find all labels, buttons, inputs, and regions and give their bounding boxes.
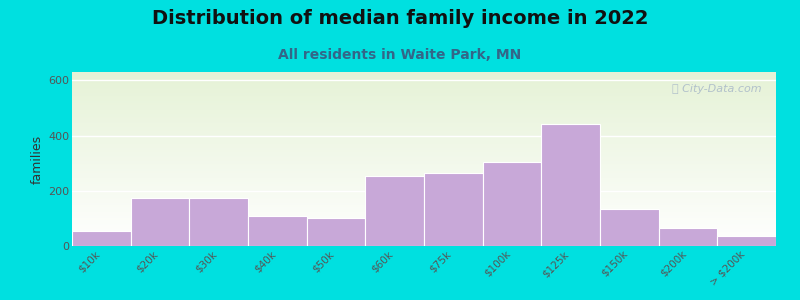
Text: All residents in Waite Park, MN: All residents in Waite Park, MN [278, 48, 522, 62]
Bar [600, 209, 658, 246]
Bar [306, 218, 366, 246]
Bar [658, 228, 718, 246]
Text: Distribution of median family income in 2022: Distribution of median family income in … [152, 9, 648, 28]
Y-axis label: families: families [31, 134, 44, 184]
Bar [424, 173, 482, 246]
Bar [72, 231, 130, 246]
Bar [542, 124, 600, 246]
Bar [718, 236, 776, 246]
Bar [366, 176, 424, 246]
Bar [190, 198, 248, 246]
Bar [482, 162, 542, 246]
Bar [130, 198, 190, 246]
Text: Ⓢ City-Data.com: Ⓢ City-Data.com [672, 84, 762, 94]
Bar [248, 216, 306, 246]
